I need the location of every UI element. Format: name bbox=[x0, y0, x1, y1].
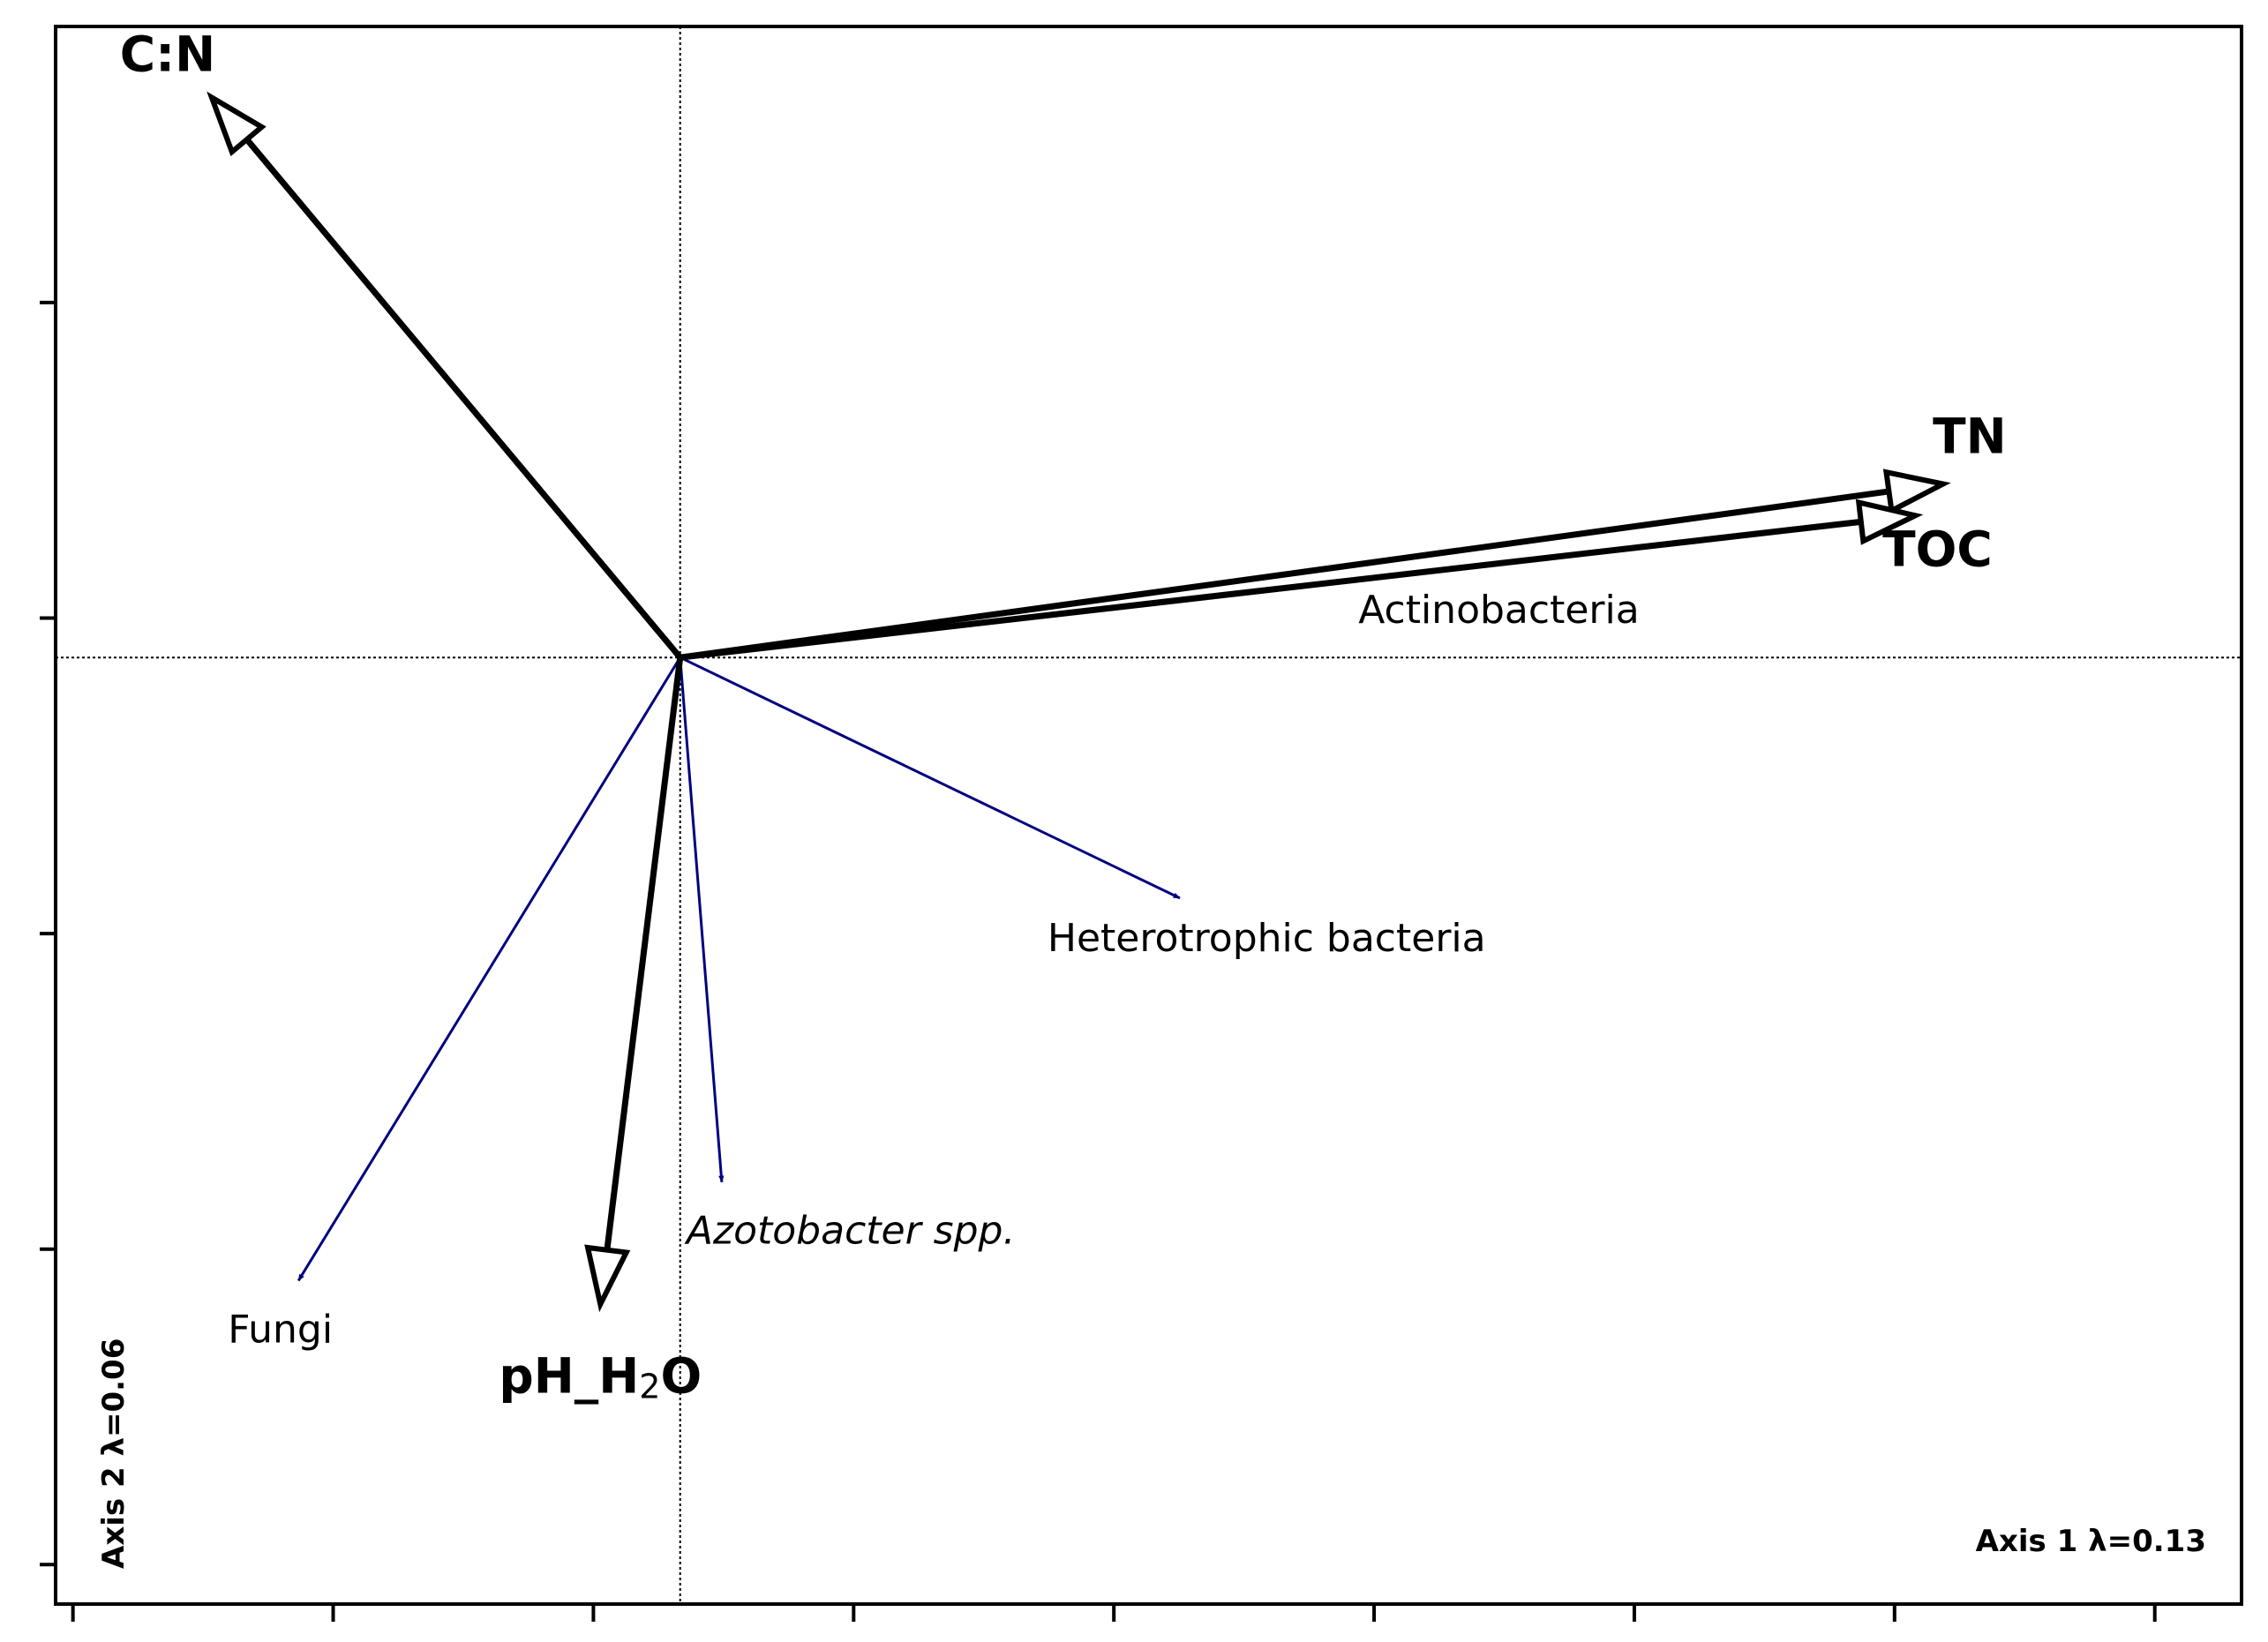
species-label-0: Actinobacteria bbox=[1358, 588, 1639, 633]
species-vector-fungi bbox=[297, 656, 681, 1282]
env-label-0: C:N bbox=[120, 26, 215, 82]
species-vector-azotobacter-spp- bbox=[679, 657, 725, 1183]
env-vector-2-shaft bbox=[680, 518, 1862, 661]
env-label-part-b: O bbox=[660, 1347, 702, 1404]
env-vector-3-head bbox=[584, 1244, 631, 1313]
env-vector-0-shaft bbox=[244, 137, 683, 660]
species-label-3: Fungi bbox=[228, 1307, 333, 1352]
env-vector-3-shaft bbox=[604, 656, 684, 1251]
species-label-1: Heterotrophic bacteria bbox=[1048, 916, 1486, 961]
env-vector-0-head bbox=[207, 91, 267, 157]
env-label-subscript: 2 bbox=[639, 1367, 660, 1406]
reference-lines bbox=[56, 26, 2242, 1604]
species-vector-heterotrophic-bacteria bbox=[680, 656, 1181, 900]
labels-layer: C:N TN TOC pH_H2O Actinobacteria Heterotrophi… bbox=[120, 26, 2007, 1406]
axis-ticks bbox=[40, 300, 2157, 1622]
x-axis-title: Axis 1 λ=0.13 bbox=[1976, 1524, 2206, 1559]
env-vector-2-head bbox=[1855, 499, 1924, 545]
vectors-layer bbox=[207, 91, 1951, 1313]
env-label-3: pH_H2O bbox=[499, 1347, 702, 1406]
env-vector-1-shaft bbox=[680, 488, 1889, 661]
env-label-part-a: pH_H bbox=[499, 1347, 639, 1404]
plot-frame bbox=[54, 25, 2243, 1606]
env-label-1: TN bbox=[1933, 409, 2007, 465]
y-axis-title: Axis 2 λ=0.06 bbox=[96, 1338, 131, 1569]
env-label-2: TOC bbox=[1882, 521, 1993, 577]
species-label-2: Azotobacter spp. bbox=[684, 1209, 1016, 1254]
env-vector-1-head bbox=[1882, 469, 1951, 515]
